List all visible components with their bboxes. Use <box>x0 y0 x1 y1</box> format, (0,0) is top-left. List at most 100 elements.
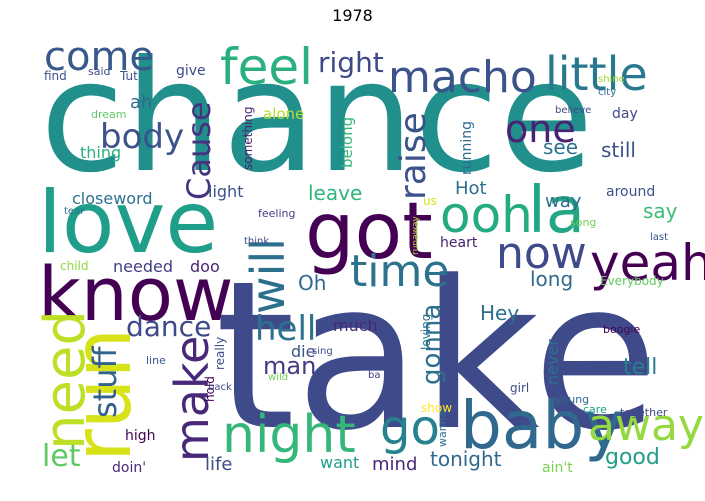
word-said: said <box>88 65 111 78</box>
word-sing: sing <box>312 346 333 357</box>
word-time: time <box>350 246 449 297</box>
word-man: man <box>263 352 316 380</box>
word-run: run <box>56 328 149 462</box>
word-make: make <box>165 336 219 462</box>
word-everybody: Everybody <box>600 274 664 288</box>
word-hold: hold <box>203 376 217 402</box>
word-wild: wild <box>268 372 288 383</box>
word-boogie: boogie <box>603 323 640 336</box>
word-something: something <box>241 106 255 170</box>
word-never: never <box>543 339 562 385</box>
word-thing: thing <box>80 143 121 162</box>
word-die: die <box>291 342 315 361</box>
word-go: go <box>380 400 440 456</box>
word-love: love <box>38 173 218 273</box>
word-ah: ah <box>130 92 152 113</box>
word-city: city <box>598 87 616 98</box>
word-now: now <box>496 228 587 279</box>
word-back: back <box>208 382 232 393</box>
word-tonight: tonight <box>430 447 502 471</box>
word-feel: feel <box>220 38 313 96</box>
word-hell: hell <box>255 309 316 349</box>
word-really: really <box>213 337 227 370</box>
word-tell: tell <box>623 355 657 380</box>
word-life: life <box>205 454 232 475</box>
word-right: right <box>318 46 384 79</box>
word-cause: Cause <box>180 101 218 200</box>
word-need: need <box>33 310 98 450</box>
word-see: see <box>543 135 578 159</box>
word-got: got <box>305 187 433 277</box>
word-believe: believe <box>555 105 591 116</box>
word-mind: mind <box>372 454 417 475</box>
word-good: good <box>605 445 660 470</box>
word-tear: tear <box>64 206 85 217</box>
word-child: child <box>60 259 89 273</box>
word-chance: chance <box>40 28 594 207</box>
word-one: one <box>505 107 576 151</box>
word-us: us <box>423 194 437 208</box>
word-feeling: feeling <box>258 207 295 220</box>
word-gonna: gonna <box>417 304 447 385</box>
word-line: line <box>146 354 166 367</box>
word-ain-t: ain't <box>542 460 573 476</box>
word-last: last <box>650 232 668 243</box>
word-come: come <box>44 34 154 80</box>
word-girl: girl <box>510 381 529 395</box>
word-together: together <box>620 406 668 419</box>
word-away: away <box>588 400 704 451</box>
word-care: care <box>583 403 607 416</box>
word-let: let <box>42 439 81 474</box>
word-alone: alone <box>263 105 304 123</box>
word-leave: leave <box>308 181 362 205</box>
word-song: song <box>570 216 596 229</box>
word-high: high <box>125 428 156 444</box>
word-stuff: stuff <box>86 346 124 419</box>
word-closeword: closeword <box>72 189 153 208</box>
word-body: body <box>100 117 184 157</box>
word-little: little <box>545 47 648 101</box>
word-dream: dream <box>91 108 127 121</box>
word-doo: doo <box>190 257 220 276</box>
word-say: say <box>643 199 678 223</box>
word-find: find <box>44 69 67 83</box>
word-shine: shine <box>598 74 625 85</box>
word-around: around <box>606 184 655 200</box>
word-day: day <box>612 106 638 122</box>
word-loving: loving <box>419 314 433 350</box>
word-take: take <box>215 238 659 476</box>
word-la: la <box>528 174 585 248</box>
word-will: will <box>241 238 295 314</box>
word-baby: baby <box>460 387 623 464</box>
word-think: think <box>244 236 269 247</box>
figure-title: 1978 <box>332 6 373 25</box>
word-want: want <box>320 453 359 472</box>
word-ba: ba <box>368 370 380 381</box>
word-tut: Tut <box>119 69 138 83</box>
word-belong: belong <box>338 117 356 168</box>
word-heart: heart <box>440 235 478 251</box>
word-doin-: doin' <box>112 460 146 476</box>
word-ooh: ooh <box>440 186 533 244</box>
word-macho: macho <box>388 52 537 103</box>
word-light: light <box>208 182 243 201</box>
word-hot: Hot <box>455 178 487 199</box>
word-night: night <box>222 405 356 465</box>
word-still: still <box>601 138 636 162</box>
word-oh: Oh <box>298 271 326 295</box>
word-young: young <box>555 393 589 406</box>
word-dance: dance <box>126 310 211 343</box>
word-wanna: wanna <box>436 411 449 447</box>
word-needed: needed <box>113 257 173 276</box>
word-hey: Hey <box>480 301 519 325</box>
word-yeah: yeah <box>590 234 705 292</box>
word-raise: raise <box>393 112 434 200</box>
word-show: show <box>421 401 452 415</box>
word-runaway: runaway <box>411 216 421 255</box>
word-long: long <box>530 267 573 291</box>
word-give: give <box>176 63 206 79</box>
word-running: running <box>459 121 475 175</box>
word-much: much <box>333 316 378 335</box>
